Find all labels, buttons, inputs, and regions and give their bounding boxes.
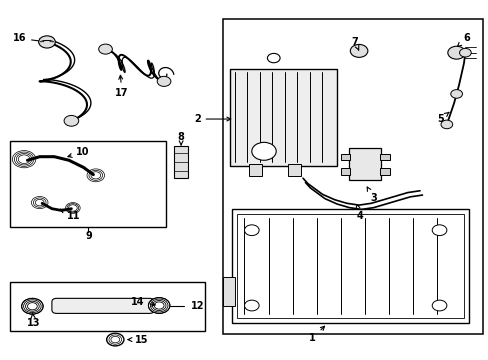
Text: 9: 9 (85, 231, 92, 240)
Text: 6: 6 (457, 33, 469, 46)
Text: 10: 10 (68, 147, 90, 157)
Circle shape (244, 225, 259, 235)
Bar (249, 164, 261, 176)
Bar (348, 148, 380, 180)
Bar (222, 19, 483, 334)
Text: 8: 8 (177, 132, 184, 145)
Circle shape (64, 116, 79, 126)
Text: 4: 4 (355, 204, 363, 221)
Circle shape (157, 76, 170, 86)
Text: 16: 16 (13, 33, 43, 43)
Bar (10, 140, 166, 226)
Circle shape (39, 36, 55, 48)
Circle shape (148, 298, 169, 314)
Bar (232, 209, 468, 323)
Text: 1: 1 (309, 326, 324, 343)
Text: 2: 2 (193, 114, 230, 124)
Bar (288, 164, 300, 176)
Bar (10, 282, 205, 330)
Text: 15: 15 (128, 334, 148, 345)
Circle shape (447, 46, 465, 59)
Text: 3: 3 (366, 187, 376, 203)
Circle shape (440, 120, 452, 129)
Bar (237, 214, 463, 318)
Bar (340, 168, 349, 175)
Bar (340, 154, 349, 160)
Text: 14: 14 (131, 297, 155, 307)
Text: 7: 7 (351, 37, 358, 50)
Bar (379, 168, 389, 175)
Circle shape (267, 53, 280, 63)
Circle shape (450, 90, 462, 98)
Circle shape (106, 333, 124, 346)
Text: 13: 13 (27, 313, 41, 328)
Text: 12: 12 (191, 301, 204, 311)
Bar (379, 154, 389, 160)
Circle shape (431, 300, 446, 311)
Bar (222, 277, 234, 306)
Text: 11: 11 (60, 209, 80, 221)
Bar (229, 69, 336, 166)
Circle shape (244, 300, 259, 311)
Text: 17: 17 (115, 75, 128, 98)
Circle shape (251, 142, 276, 160)
Circle shape (431, 225, 446, 235)
Circle shape (99, 44, 112, 54)
Text: 5: 5 (436, 112, 448, 124)
Circle shape (459, 48, 470, 57)
Circle shape (349, 44, 367, 57)
Circle shape (21, 298, 43, 314)
Bar (173, 146, 188, 178)
FancyBboxPatch shape (52, 298, 154, 314)
